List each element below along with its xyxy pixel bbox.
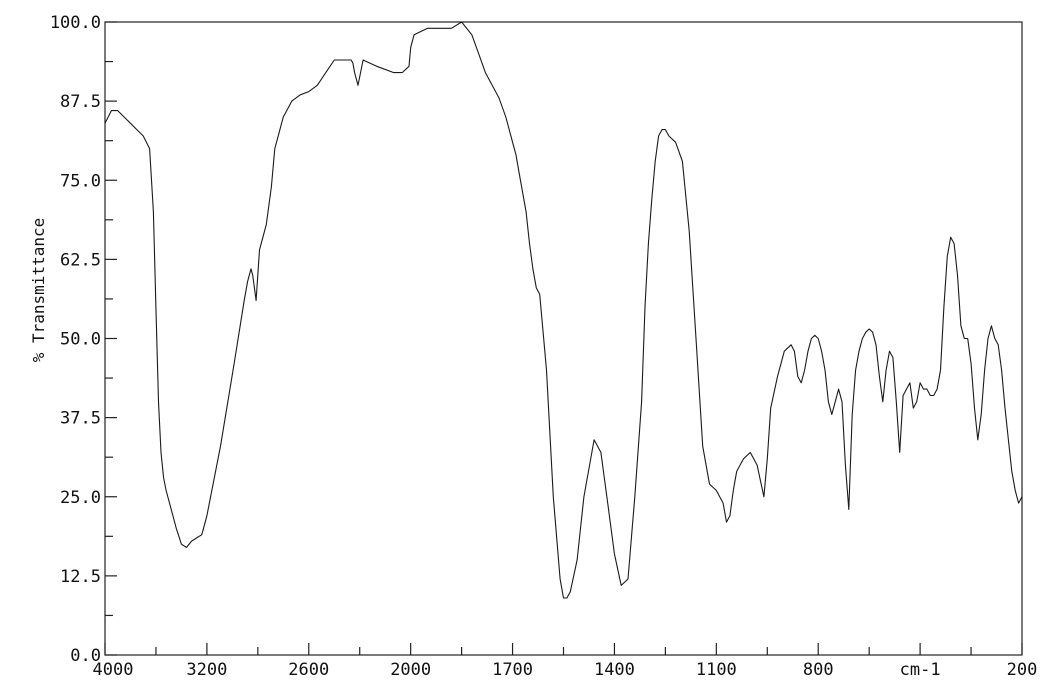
- y-tick-label: 62.5: [60, 250, 101, 270]
- x-axis-tick-labels: 4000 3200 2600 2000 1700 1400 1100 800 cm-1 200: [93, 660, 1038, 680]
- x-tick-label: 2000: [390, 660, 431, 680]
- spectrum-series: [104, 21, 1023, 599]
- y-axis-tick-labels: 0.0 12.5 25.0 37.5 50.0 62.5 75.0 87.5 100.0: [50, 13, 101, 666]
- y-tick-label: 50.0: [60, 330, 101, 350]
- x-axis-unit-label: cm-1: [900, 660, 941, 680]
- x-tick-label: 4000: [93, 660, 134, 680]
- x-tick-label: 3200: [186, 660, 227, 680]
- y-tick-label: 87.5: [60, 92, 101, 112]
- plot-border: [104, 21, 1023, 656]
- x-tick-label: 200: [1007, 660, 1038, 680]
- x-tick-label: 2600: [288, 660, 329, 680]
- transmittance-line: [104, 21, 1023, 599]
- x-tick-label: 1100: [696, 660, 737, 680]
- y-tick-label: 37.5: [60, 409, 101, 429]
- y-axis-ticks: [105, 21, 117, 656]
- x-axis-ticks: [104, 643, 1023, 655]
- plot-frame: [104, 21, 1023, 656]
- y-axis-title: % Transmittance: [29, 218, 48, 363]
- y-tick-label: 0.0: [70, 646, 101, 666]
- y-tick-label: 100.0: [50, 13, 101, 33]
- x-tick-label: 1400: [594, 660, 635, 680]
- x-tick-label: 1700: [492, 660, 533, 680]
- y-tick-label: 12.5: [60, 567, 101, 587]
- y-tick-label: 75.0: [60, 171, 101, 191]
- y-tick-label: 25.0: [60, 488, 101, 508]
- x-tick-label: 800: [803, 660, 834, 680]
